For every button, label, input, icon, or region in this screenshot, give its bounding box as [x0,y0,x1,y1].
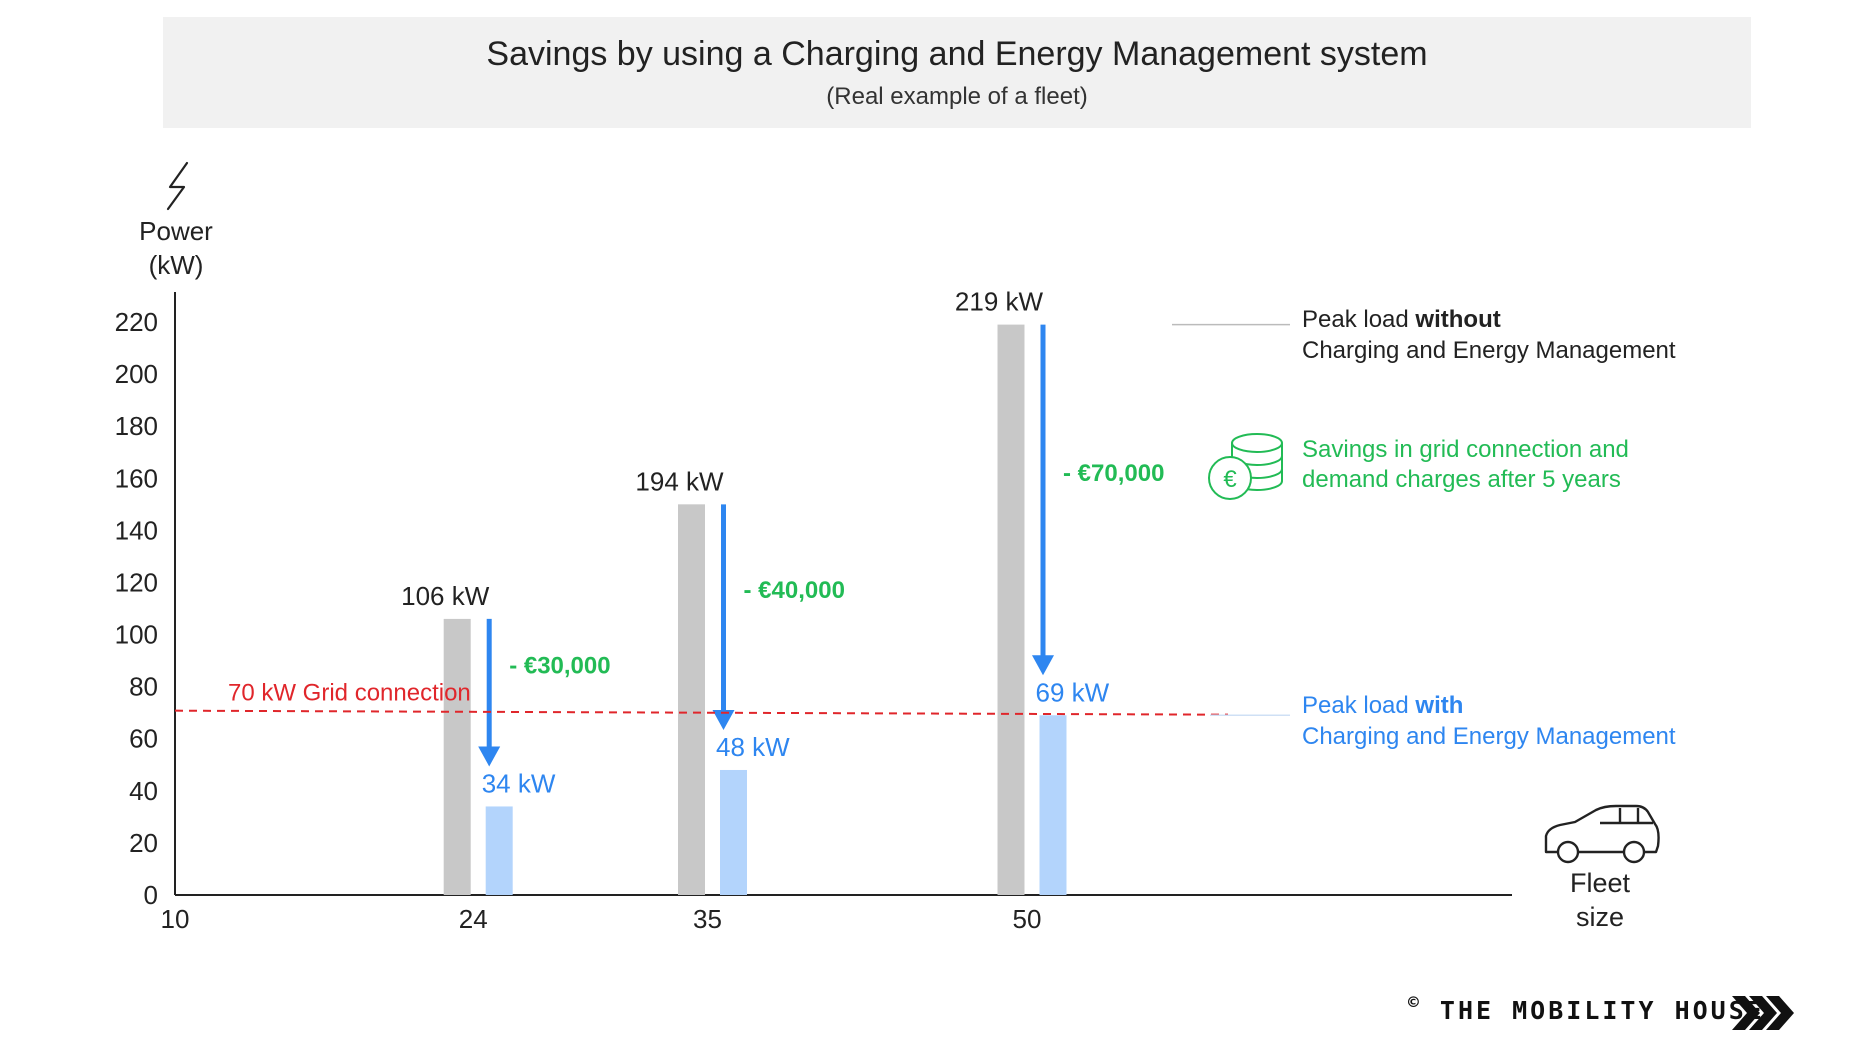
y-tick-label: 40 [129,776,158,806]
bar-without-label: 219 kW [955,287,1044,317]
bar-with [1039,715,1067,895]
x-axis-label-line1: Fleet [1570,868,1631,898]
brand-logo: © THE MOBILITY HOUSE [1408,992,1765,1025]
title-banner: Savings by using a Charging and Energy M… [163,17,1751,128]
svg-text:€: € [1223,466,1237,493]
bar-without-label: 106 kW [401,581,490,611]
peak-without-prefix: Peak load [1302,306,1415,333]
coins-euro-icon: € [1208,433,1283,500]
x-axis-label-line2: size [1576,902,1624,932]
chart-subtitle: (Real example of a fleet) [826,83,1088,110]
bar-value-labels: - €30,000 106 kW 34 kW - €40,000 194 kW 48 kW… [401,287,1164,799]
y-tick-label: 140 [115,515,158,545]
x-tick-label: 50 [1013,904,1042,934]
bar-without [443,618,471,895]
copyright-symbol: © [1408,992,1422,1013]
bar-without-label: 194 kW [635,466,724,496]
savings-label: - €30,000 [509,653,610,680]
peak-without-bold: without [1414,306,1500,333]
y-tick-label: 60 [129,724,158,754]
y-tick-label: 180 [115,411,158,441]
peak-without-annotation-line1: Peak load without [1302,306,1501,333]
savings-annotation-line1: Savings in grid connection and [1302,436,1629,463]
reduction-arrow-head [1032,655,1054,676]
y-tick-label: 160 [115,463,158,493]
y-axis-label-line1: Power [139,216,213,246]
bar-with-label: 34 kW [482,768,556,798]
peak-with-bold: with [1414,692,1463,719]
bar-without [678,504,705,895]
savings-annotation-line2: demand charges after 5 years [1302,466,1621,493]
y-tick-labels: 0 20 40 60 80 100 120 140 160 180 200 220 [115,307,158,910]
bar-with-label: 48 kW [716,732,790,762]
peak-without-annotation-line2: Charging and Energy Management [1302,337,1676,364]
x-tick-labels: 10 24 35 50 [161,904,1042,934]
brand-name: THE MOBILITY HOUSE [1439,996,1765,1025]
bar-with [485,806,513,895]
grid-connection-line [174,709,1229,716]
x-tick-label: 24 [459,904,488,934]
bar-with-label: 69 kW [1036,677,1110,707]
peak-with-prefix: Peak load [1302,692,1415,719]
grid-connection-label: 70 kW Grid connection [228,680,471,707]
reduction-arrows [478,324,1054,767]
chevrons-icon [1732,996,1794,1030]
y-tick-label: 200 [115,359,158,389]
savings-label: - €40,000 [744,577,845,604]
reduction-arrow-head [712,709,735,730]
y-tick-label: 120 [115,567,158,597]
y-tick-label: 20 [129,828,158,858]
y-tick-label: 80 [129,672,158,702]
x-tick-label: 10 [161,904,190,934]
savings-label: - €70,000 [1063,460,1164,487]
y-tick-label: 220 [115,307,158,337]
bar-with [720,769,747,895]
x-tick-label: 35 [693,904,722,934]
car-icon [1544,804,1660,864]
y-tick-label: 0 [144,880,158,910]
bar-without [997,324,1025,895]
chart-title: Savings by using a Charging and Energy M… [486,35,1428,73]
reduction-arrow-head [478,746,501,767]
y-tick-label: 100 [115,620,158,650]
bar-marks [443,324,1067,895]
peak-with-annotation-line1: Peak load with [1302,692,1463,719]
y-axis-label-line2: (kW) [149,250,204,280]
lightning-icon [166,161,189,211]
peak-with-annotation-line2: Charging and Energy Management [1302,723,1676,750]
